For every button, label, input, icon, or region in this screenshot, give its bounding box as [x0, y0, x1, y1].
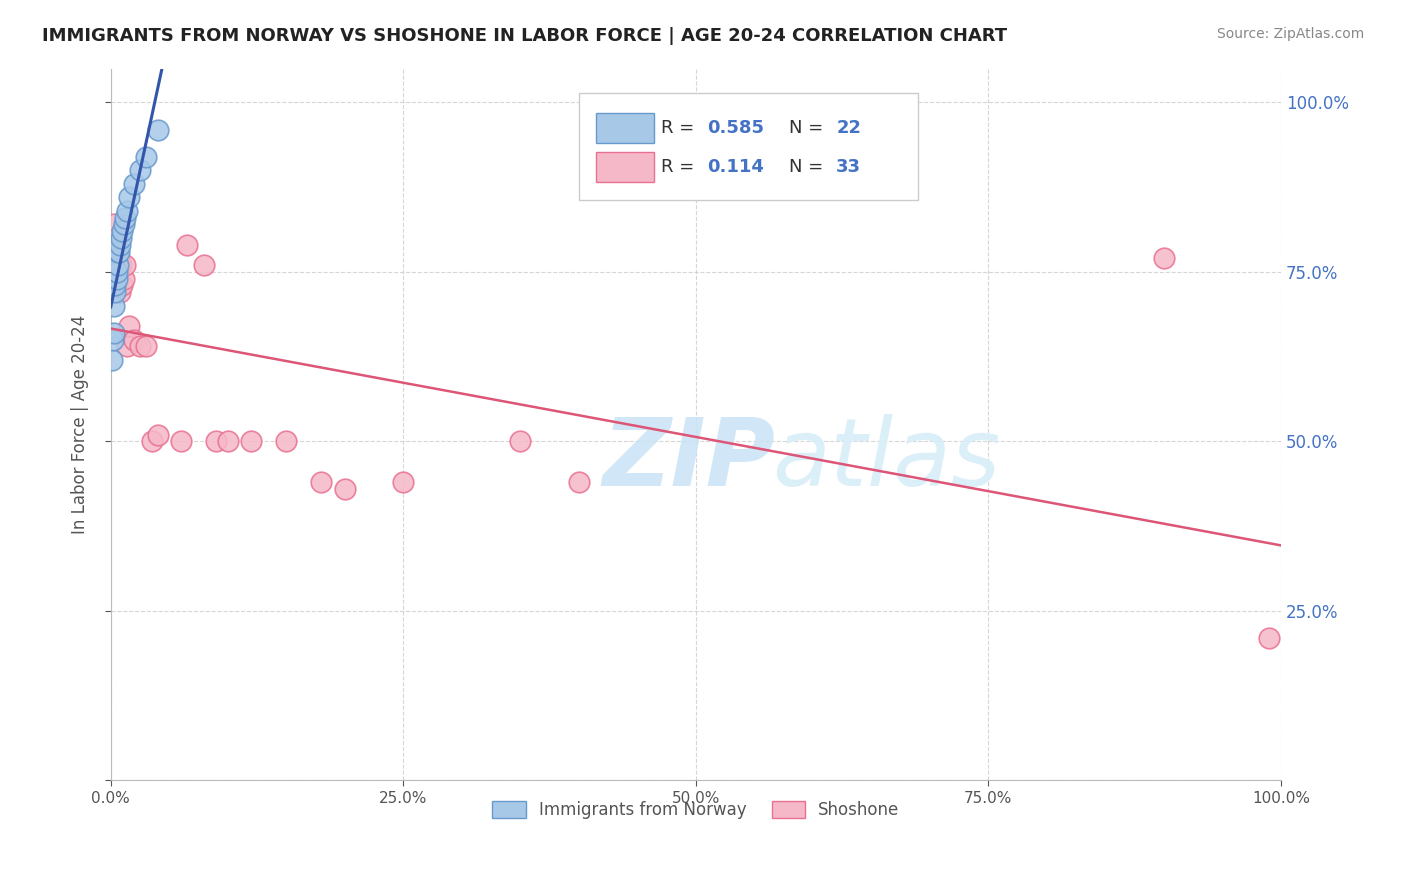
Point: [105, 271, 128, 285]
Point: [103, 299, 125, 313]
Text: 22: 22: [837, 119, 862, 136]
Point: [205, 434, 228, 449]
FancyBboxPatch shape: [579, 94, 918, 200]
Text: 0.114: 0.114: [707, 158, 765, 176]
Text: IMMIGRANTS FROM NORWAY VS SHOSHONE IN LABOR FORCE | AGE 20-24 CORRELATION CHART: IMMIGRANTS FROM NORWAY VS SHOSHONE IN LA…: [42, 27, 1007, 45]
Text: R =: R =: [661, 119, 700, 136]
Point: [135, 150, 157, 164]
Point: [103, 218, 125, 232]
Point: [118, 319, 141, 334]
Point: [105, 278, 128, 293]
Text: R =: R =: [661, 158, 700, 176]
Point: [105, 265, 128, 279]
Text: atlas: atlas: [772, 415, 1000, 506]
Text: N =: N =: [790, 119, 830, 136]
Point: [108, 285, 131, 300]
Point: [108, 252, 131, 266]
Point: [392, 475, 415, 489]
Point: [217, 434, 239, 449]
Point: [108, 237, 131, 252]
Point: [115, 203, 138, 218]
Point: [333, 482, 356, 496]
Point: [105, 231, 128, 245]
Point: [170, 434, 193, 449]
Point: [112, 218, 135, 232]
Point: [101, 353, 124, 368]
Point: [101, 258, 124, 272]
Point: [114, 258, 136, 272]
Point: [129, 339, 152, 353]
Point: [568, 475, 591, 489]
Point: [1258, 631, 1281, 645]
Point: [146, 122, 169, 136]
Point: [110, 258, 132, 272]
Point: [111, 224, 134, 238]
Text: ZIP: ZIP: [602, 414, 775, 506]
Point: [135, 339, 157, 353]
Point: [101, 333, 124, 347]
Point: [103, 326, 125, 340]
Point: [107, 258, 129, 272]
Point: [107, 244, 129, 259]
Point: [240, 434, 263, 449]
FancyBboxPatch shape: [596, 112, 654, 143]
Text: 33: 33: [837, 158, 862, 176]
Point: [129, 163, 152, 178]
Point: [141, 434, 163, 449]
Point: [114, 211, 136, 225]
Point: [176, 237, 198, 252]
Point: [110, 231, 132, 245]
Point: [509, 434, 531, 449]
Point: [107, 265, 129, 279]
Point: [108, 244, 131, 259]
Point: [193, 258, 215, 272]
Text: 0.585: 0.585: [707, 119, 765, 136]
Point: [115, 339, 138, 353]
Text: Source: ZipAtlas.com: Source: ZipAtlas.com: [1216, 27, 1364, 41]
Point: [122, 177, 145, 191]
Point: [276, 434, 298, 449]
Point: [1153, 252, 1175, 266]
FancyBboxPatch shape: [596, 152, 654, 182]
Text: N =: N =: [790, 158, 830, 176]
Point: [122, 333, 145, 347]
Point: [311, 475, 333, 489]
Point: [111, 278, 134, 293]
Point: [146, 427, 169, 442]
Point: [112, 271, 135, 285]
Point: [104, 278, 127, 293]
Y-axis label: In Labor Force | Age 20-24: In Labor Force | Age 20-24: [72, 315, 89, 534]
Legend: Immigrants from Norway, Shoshone: Immigrants from Norway, Shoshone: [485, 794, 905, 825]
Point: [118, 190, 141, 204]
Point: [104, 285, 127, 300]
Point: [104, 244, 127, 259]
